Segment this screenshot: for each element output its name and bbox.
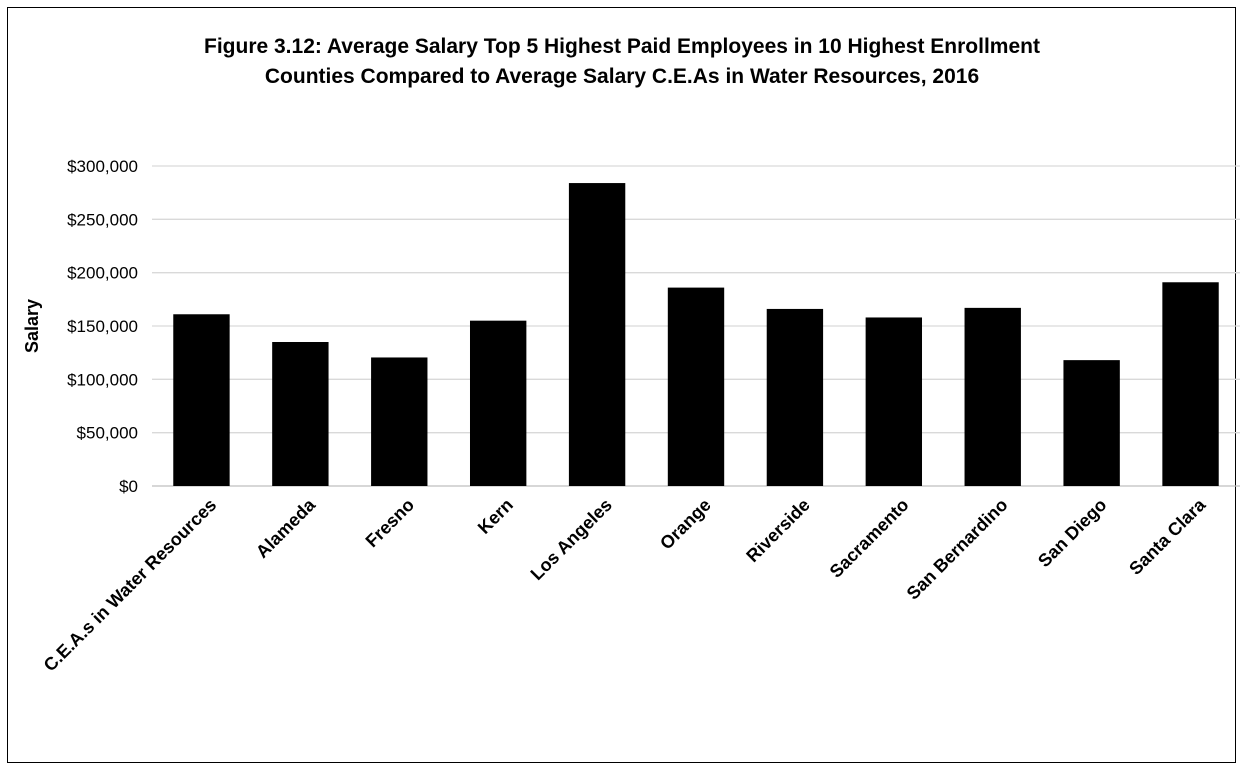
y-tick-label: $250,000 [67,210,138,229]
y-tick-label: $200,000 [67,264,138,283]
x-tick-label: San Bernardino [903,495,1012,604]
bar [568,183,626,487]
y-axis-title: Salary [22,299,42,353]
x-tick-label: Sacramento [826,495,913,582]
x-tick-label: C.E.A.s in Water Resources [40,495,221,676]
bar [173,314,230,486]
y-tick-label: $150,000 [67,317,138,336]
y-tick-label: $50,000 [77,424,138,443]
x-tick-label: Orange [656,495,715,554]
bar [469,320,527,486]
y-tick-label: $0 [119,477,138,496]
x-tick-label: Kern [474,495,517,538]
bar [371,357,428,486]
x-tick-label: Los Angeles [527,495,616,584]
x-tick-label: San Diego [1034,495,1110,571]
bar [865,317,923,486]
chart-title: Figure 3.12: Average Salary Top 5 Highes… [204,35,1040,58]
chart-subtitle: Counties Compared to Average Salary C.E.… [264,65,980,88]
x-tick-label: Fresno [362,495,419,552]
bar [1063,360,1120,486]
x-tick-label: Alameda [252,494,320,562]
bar [272,342,329,486]
x-tick-label: Riverside [742,495,813,566]
bar [766,308,824,486]
bar [964,307,1021,486]
y-tick-label: $300,000 [67,157,138,176]
bar [1162,282,1219,486]
bar [667,287,725,486]
y-tick-label: $100,000 [67,370,138,389]
x-tick-label: Santa Clara [1125,494,1210,579]
